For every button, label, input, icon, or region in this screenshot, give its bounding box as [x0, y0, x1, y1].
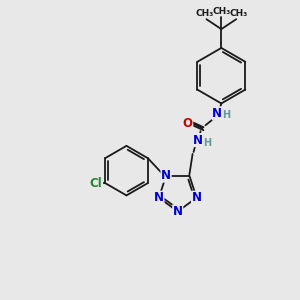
- Text: H: H: [222, 110, 230, 120]
- Text: CH₃: CH₃: [212, 7, 230, 16]
- Text: CH₃: CH₃: [229, 9, 247, 18]
- Text: O: O: [183, 117, 193, 130]
- Text: N: N: [212, 107, 222, 120]
- Text: N: N: [161, 169, 171, 182]
- Text: N: N: [193, 134, 202, 147]
- Text: CH₃: CH₃: [195, 9, 214, 18]
- Text: N: N: [173, 205, 183, 218]
- Text: N: N: [192, 191, 202, 204]
- Text: Cl: Cl: [90, 176, 103, 190]
- Text: H: H: [203, 138, 211, 148]
- Text: N: N: [154, 191, 164, 204]
